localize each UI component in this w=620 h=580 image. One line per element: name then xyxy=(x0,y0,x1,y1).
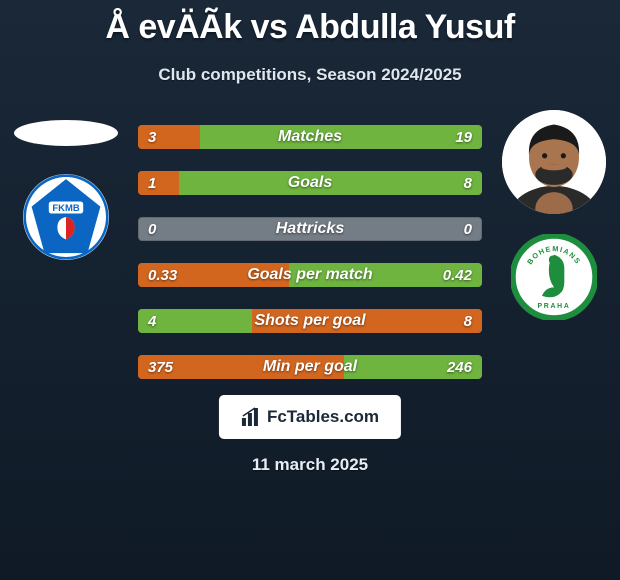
player-left-photo-placeholder xyxy=(14,120,118,146)
stat-value-left: 0.33 xyxy=(148,263,177,287)
stat-value-right: 8 xyxy=(464,309,472,333)
stat-value-left: 0 xyxy=(148,217,156,241)
stat-value-right: 8 xyxy=(464,171,472,195)
branding-badge: FcTables.com xyxy=(219,395,401,439)
stat-row: Goals1 8 xyxy=(138,171,482,195)
page-title: Å evÄÃ­k vs Abdulla Yusuf xyxy=(0,0,620,47)
stat-value-right: 246 xyxy=(447,355,472,379)
left-player-column: FKMB xyxy=(6,110,126,260)
stat-row: Shots per goal4 8 xyxy=(138,309,482,333)
stat-label: Shots per goal xyxy=(138,309,482,333)
stat-value-left: 3 xyxy=(148,125,156,149)
svg-text:FKMB: FKMB xyxy=(52,203,79,214)
stat-value-left: 4 xyxy=(148,309,156,333)
stat-label: Goals per match xyxy=(138,263,482,287)
stat-value-right: 0 xyxy=(464,217,472,241)
fctables-logo-icon xyxy=(241,407,261,427)
right-player-column: BOHEMIANS PRAHA xyxy=(494,110,614,320)
player-avatar-icon xyxy=(502,110,606,214)
player-right-photo xyxy=(502,110,606,214)
bohemians-logo-icon: BOHEMIANS PRAHA xyxy=(511,234,597,320)
stat-value-left: 375 xyxy=(148,355,173,379)
stats-bars: Matches3 19 Goals1 8 Hattricks0 0 Goals per ma… xyxy=(138,125,482,401)
svg-text:PRAHA: PRAHA xyxy=(537,303,570,310)
stat-value-left: 1 xyxy=(148,171,156,195)
stat-value-right: 19 xyxy=(455,125,472,149)
club-logo-left: FKMB xyxy=(23,174,109,260)
date-label: 11 march 2025 xyxy=(0,455,620,475)
branding-text: FcTables.com xyxy=(267,407,379,427)
stat-row: Min per goal375 246 xyxy=(138,355,482,379)
stat-label: Hattricks xyxy=(138,217,482,241)
stat-label: Matches xyxy=(138,125,482,149)
club-logo-right: BOHEMIANS PRAHA xyxy=(511,234,597,320)
stat-row: Goals per match0.33 0.42 xyxy=(138,263,482,287)
stat-row: Hattricks0 0 xyxy=(138,217,482,241)
page-subtitle: Club competitions, Season 2024/2025 xyxy=(0,65,620,85)
stat-label: Min per goal xyxy=(138,355,482,379)
fkmb-logo-icon: FKMB xyxy=(23,174,109,260)
stat-row: Matches3 19 xyxy=(138,125,482,149)
stat-label: Goals xyxy=(138,171,482,195)
stat-value-right: 0.42 xyxy=(443,263,472,287)
